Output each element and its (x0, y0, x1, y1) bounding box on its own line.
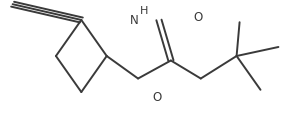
Text: N: N (130, 14, 139, 27)
Text: O: O (193, 11, 203, 24)
Text: O: O (153, 90, 162, 103)
Text: H: H (140, 6, 148, 16)
